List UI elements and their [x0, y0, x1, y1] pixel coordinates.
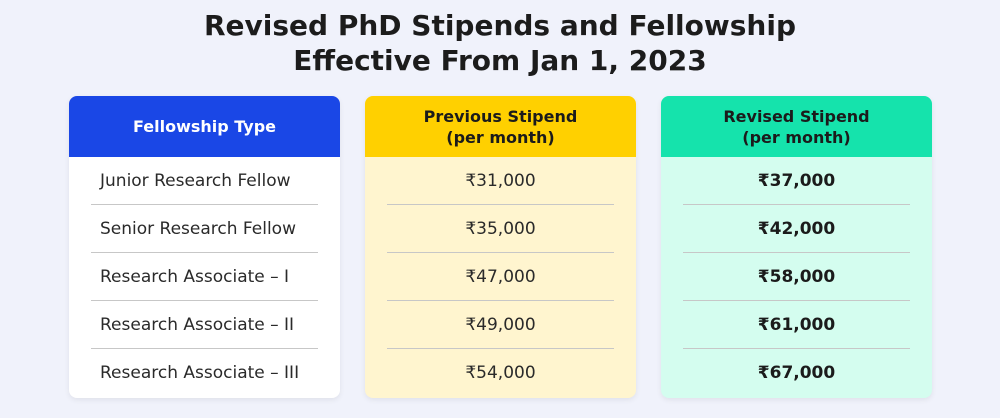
fellowship-type-cell: Research Associate – II	[91, 301, 318, 349]
revised-stipend-cell: ₹67,000	[757, 363, 836, 383]
header-label: Previous Stipend	[423, 106, 578, 126]
fellowship-type-cell: Junior Research Fellow	[91, 157, 318, 205]
fellowship-type-header: Fellowship Type	[69, 96, 340, 157]
revised-stipend-cell: ₹37,000	[683, 157, 910, 205]
header-sublabel: (per month)	[446, 127, 555, 147]
previous-stipend-cell: ₹47,000	[387, 253, 614, 301]
previous-stipend-list: ₹31,000 ₹35,000 ₹47,000 ₹49,000 ₹54,000	[365, 157, 636, 397]
previous-stipend-cell: ₹31,000	[387, 157, 614, 205]
header-label: Fellowship Type	[132, 117, 277, 136]
fellowship-type-card: Fellowship Type Junior Research Fellow S…	[69, 96, 340, 398]
fellowship-type-cell: Research Associate – III	[100, 363, 300, 383]
previous-stipend-header: Previous Stipend (per month)	[365, 96, 636, 157]
revised-stipend-list: ₹37,000 ₹42,000 ₹58,000 ₹61,000 ₹67,000	[661, 157, 932, 397]
previous-stipend-cell: ₹49,000	[387, 301, 614, 349]
page-title: Revised PhD Stipends and Fellowship Effe…	[0, 8, 1000, 78]
fellowship-type-cell: Senior Research Fellow	[91, 205, 318, 253]
title-line-2: Effective From Jan 1, 2023	[293, 44, 707, 77]
fellowship-type-cell: Research Associate – I	[91, 253, 318, 301]
header-sublabel: (per month)	[742, 127, 851, 147]
revised-stipend-cell: ₹42,000	[683, 205, 910, 253]
revised-stipend-card: Revised Stipend (per month) ₹37,000 ₹42,…	[661, 96, 932, 398]
previous-stipend-cell: ₹35,000	[387, 205, 614, 253]
previous-stipend-card: Previous Stipend (per month) ₹31,000 ₹35…	[365, 96, 636, 398]
title-line-1: Revised PhD Stipends and Fellowship	[203, 9, 796, 42]
previous-stipend-cell: ₹54,000	[465, 363, 536, 383]
revised-stipend-header: Revised Stipend (per month)	[661, 96, 932, 157]
revised-stipend-cell: ₹58,000	[683, 253, 910, 301]
revised-stipend-cell: ₹61,000	[683, 301, 910, 349]
fellowship-type-list: Junior Research Fellow Senior Research F…	[69, 157, 340, 397]
header-label: Revised Stipend	[723, 106, 870, 126]
